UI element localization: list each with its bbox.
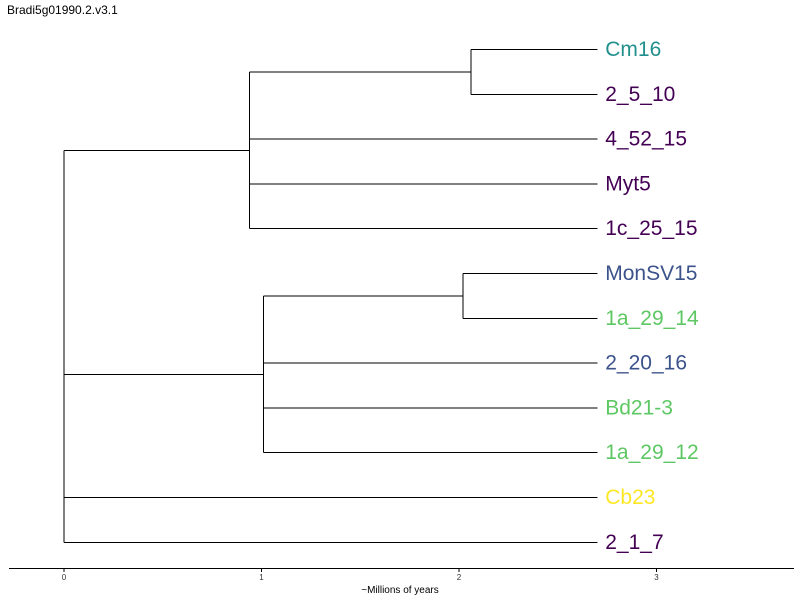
tip-label: 2_20_16: [605, 352, 687, 375]
tip-label: 1a_29_12: [605, 441, 698, 464]
axis-ticks: 0 1 2 3: [62, 568, 659, 582]
tip-label: 2_1_7: [605, 531, 663, 554]
axis-tick-label: 0: [62, 573, 67, 582]
tip-label: 2_5_10: [605, 83, 675, 106]
axis-tick-label: 3: [654, 573, 659, 582]
tree-title: Bradi5g01990.2.v3.1: [7, 3, 118, 17]
axis-title: ~Millions of years: [361, 585, 439, 596]
time-axis: 0 1 2 3 ~Millions of years: [9, 568, 794, 596]
tip-label: Bd21-3: [605, 396, 673, 419]
tip-label: 4_52_15: [605, 128, 687, 151]
axis-tick-label: 2: [457, 573, 462, 582]
tree-branches: [63, 49, 598, 543]
tip-label: Myt5: [605, 172, 651, 195]
tip-label: 1a_29_14: [605, 307, 699, 330]
tip-labels: Cm16 2_5_10 4_52_15 Myt5 1c_25_15 MonSV15 1a_2…: [605, 38, 699, 554]
tip-label: Cm16: [605, 38, 661, 61]
tip-label: Cb23: [605, 486, 655, 509]
tip-label: 1c_25_15: [605, 217, 697, 240]
axis-tick-label: 1: [259, 573, 264, 582]
tip-label: MonSV15: [605, 262, 697, 285]
